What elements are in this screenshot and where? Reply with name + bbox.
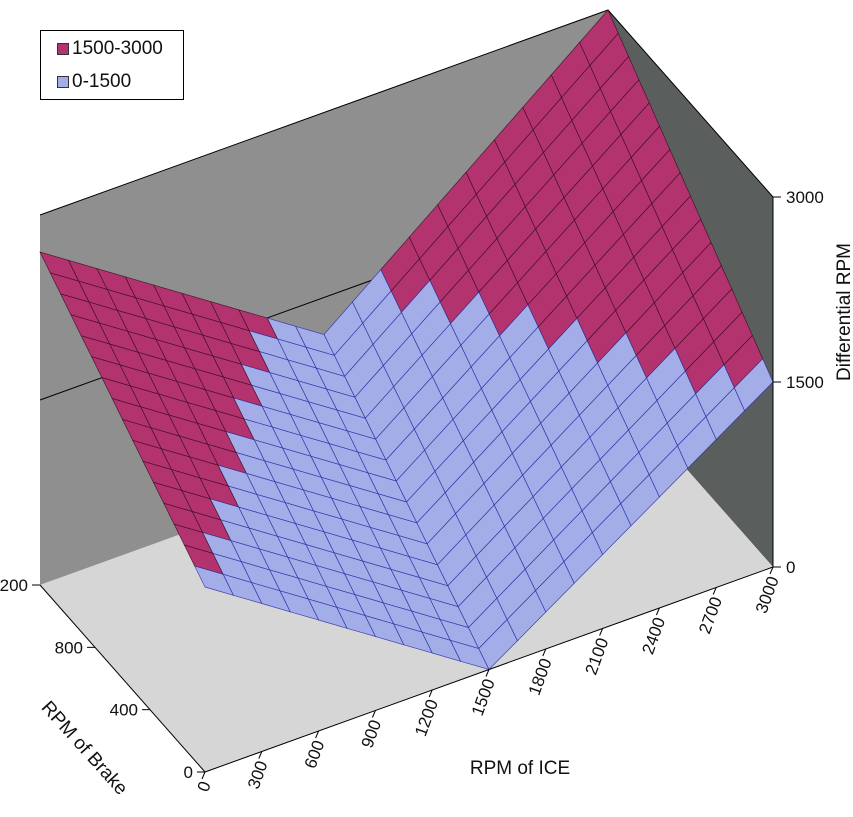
x-tick-label: 0 [194,779,215,794]
legend-item-high: 1500-3000 [57,38,163,60]
legend-label-low: 0-1500 [72,71,132,92]
y-tick-label: 800 [55,638,83,657]
x-tick-mark [258,751,263,759]
x-tick-label: 3000 [752,574,783,616]
surface-plot [39,9,774,671]
x-tick-mark [655,607,660,616]
x-tick-label: 2700 [695,594,726,636]
x-tick-label: 1200 [411,697,442,739]
x-tick-label: 900 [358,717,386,750]
x-axis-title: RPM of ICE [470,758,570,779]
z-tick-label: 1500 [786,373,824,392]
x-tick-mark [315,730,320,739]
y-tick-label: 1200 [0,576,28,595]
x-tick-label: 1500 [468,676,499,718]
x-tick-label: 600 [301,738,329,771]
z-tick-label: 3000 [786,188,824,207]
x-tick-mark [371,710,376,718]
x-tick-label: 300 [244,758,272,791]
chart-legend: 1500-3000 0-1500 [40,30,184,100]
legend-label-high: 1500-3000 [72,38,163,59]
x-tick-mark [599,628,604,636]
legend-item-low: 0-1500 [57,71,131,93]
z-tick-label: 0 [786,558,795,577]
surface-cell [194,565,235,596]
x-tick-label: 2100 [582,635,613,677]
legend-swatch-low [57,76,69,88]
legend-swatch-high [57,43,69,55]
x-tick-mark [485,669,490,677]
x-tick-mark [201,771,206,780]
x-tick-mark [712,587,717,595]
y-tick-label: 0 [184,763,193,782]
y-axis-line [39,584,206,773]
x-tick-mark [542,648,547,657]
z-axis-title: Differential RPM [834,243,853,381]
x-tick-label: 2400 [638,615,669,657]
x-tick-label: 1800 [525,656,556,698]
y-tick-label: 400 [110,701,138,720]
x-tick-mark [769,566,774,575]
x-tick-mark [428,689,433,698]
